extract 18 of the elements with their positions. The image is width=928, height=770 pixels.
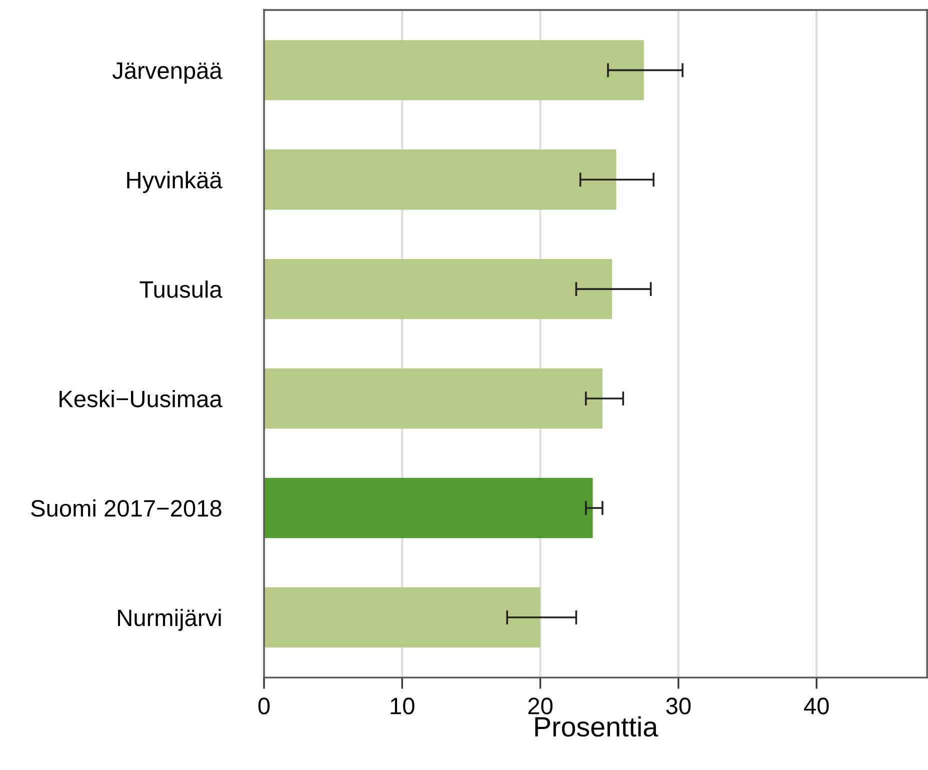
x-axis-title: Prosenttia (535, 716, 658, 737)
y-tick-label: Hyvinkää (127, 171, 222, 194)
x-tick-label: 10 (390, 698, 414, 714)
bar (264, 40, 644, 100)
x-tick-label: 0 (258, 698, 270, 714)
y-tick-label: Keski−Uusimaa (60, 390, 222, 408)
bar (264, 587, 540, 648)
x-tick-label: 30 (666, 698, 691, 714)
y-tick-label: Suomi 2017−2018 (31, 499, 222, 517)
x-tick-label: 40 (804, 698, 829, 714)
y-tick-label: Tuusula (140, 280, 222, 298)
bar (264, 150, 616, 210)
bar (264, 258, 612, 320)
bar (264, 478, 593, 538)
y-tick-label: Nurmijärvi (118, 608, 221, 631)
y-tick-label: Järvenpää (112, 62, 222, 84)
x-tick-label: 20 (528, 698, 552, 714)
bar (264, 368, 602, 429)
